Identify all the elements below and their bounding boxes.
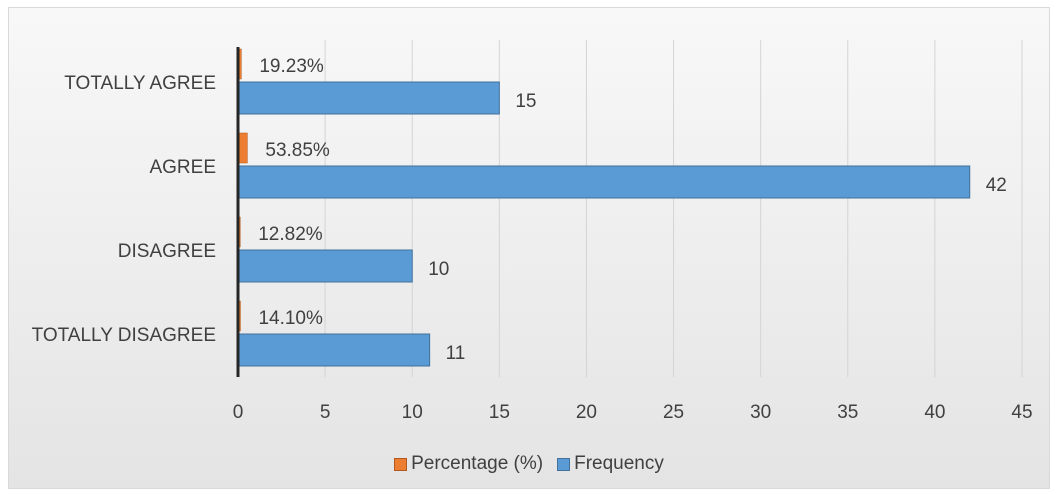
data-label-frequency: 15 (515, 91, 536, 112)
bar-frequency (237, 333, 431, 367)
x-tick-label: 35 (837, 402, 858, 423)
data-label-percentage: 14.10% (258, 308, 323, 329)
x-tick-label: 15 (489, 402, 510, 423)
category-label: TOTALLY DISAGREE (32, 325, 216, 346)
x-tick-label: 5 (320, 402, 331, 423)
legend-swatch-frequency (557, 457, 571, 471)
data-label-frequency: 11 (446, 343, 466, 364)
x-tick-label: 25 (663, 402, 684, 423)
x-tick-label: 0 (233, 402, 244, 423)
data-label-percentage: 19.23% (259, 56, 324, 77)
x-tick-label: 20 (576, 402, 597, 423)
bar-frequency (237, 249, 413, 283)
category-label: TOTALLY AGREE (64, 73, 216, 94)
x-tick-label: 10 (402, 402, 423, 423)
data-label-frequency: 10 (428, 259, 449, 280)
category-label: DISAGREE (118, 241, 216, 262)
category-label: AGREE (149, 157, 216, 178)
legend: Percentage (%) Frequency (9, 453, 1049, 475)
data-label-percentage: 53.85% (265, 140, 330, 161)
bar-chart: 0 5 10 15 20 25 30 35 40 45 TOTALLY AGREE 19.23% 15 A… (32, 40, 1033, 423)
x-tick-label: 40 (924, 402, 945, 423)
data-label-percentage: 12.82% (258, 224, 323, 245)
legend-swatch-percentage (394, 457, 408, 471)
legend-item-percentage: Percentage (%) (394, 453, 543, 475)
data-label-frequency: 42 (986, 175, 1007, 196)
bar-frequency (237, 165, 971, 199)
chart-area: 0 5 10 15 20 25 30 35 40 45 TOTALLY AGREE 19.23% 15 A… (8, 7, 1050, 489)
x-tick-label: 30 (750, 402, 771, 423)
legend-label-percentage: Percentage (%) (411, 453, 544, 474)
x-tick-label: 45 (1011, 402, 1032, 423)
bar-frequency (237, 81, 500, 115)
legend-item-frequency: Frequency (557, 453, 664, 475)
legend-label-frequency: Frequency (574, 453, 664, 474)
